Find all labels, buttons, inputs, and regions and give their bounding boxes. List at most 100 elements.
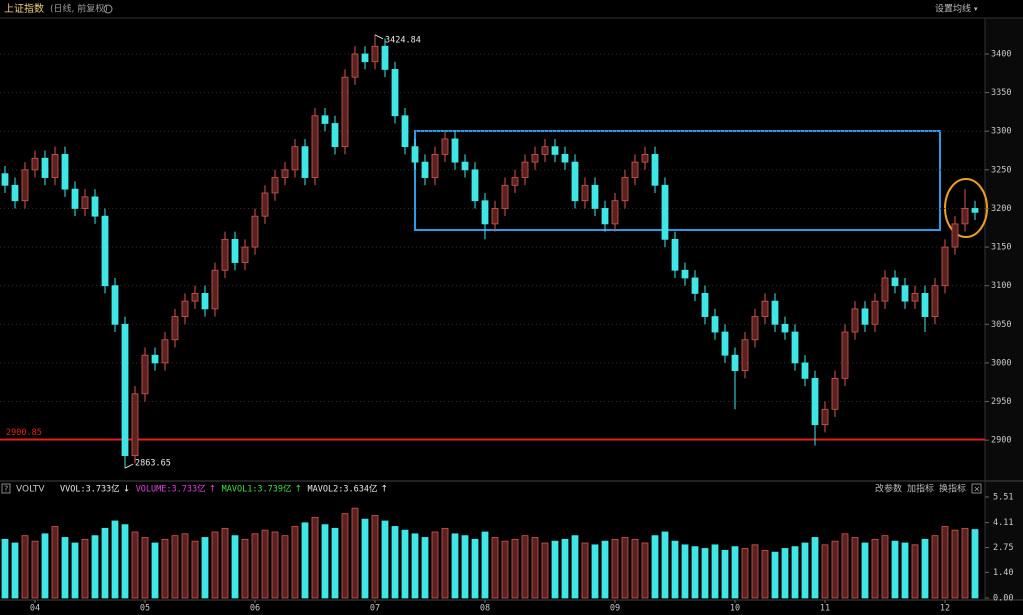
candle-body bbox=[21, 169, 29, 202]
volume-bar bbox=[891, 540, 899, 599]
candle-body bbox=[801, 362, 809, 379]
y-tick-label: 3000 bbox=[991, 358, 1011, 368]
x-tick-label: 07 bbox=[370, 604, 380, 614]
candle-body bbox=[361, 53, 369, 63]
candle-body bbox=[281, 169, 289, 178]
volume-bar bbox=[621, 537, 629, 599]
candle-body bbox=[91, 196, 99, 217]
volume-bar bbox=[21, 535, 29, 599]
volume-bar bbox=[341, 513, 349, 599]
x-tick-label: 06 bbox=[250, 604, 260, 614]
y-tick-label: 3300 bbox=[991, 127, 1011, 137]
candle-body bbox=[511, 177, 519, 186]
candle-body bbox=[961, 208, 969, 225]
candle-body bbox=[901, 285, 909, 302]
volume-bar bbox=[491, 537, 499, 599]
candle-body bbox=[871, 300, 879, 325]
volume-bar bbox=[401, 529, 409, 599]
volume-bar bbox=[151, 542, 159, 599]
chart-title: 上证指数 bbox=[4, 2, 44, 15]
x-tick-label: 09 bbox=[610, 604, 620, 614]
candle-body bbox=[261, 192, 269, 217]
candle-body bbox=[381, 45, 389, 70]
indicator-value: VVOL:3.733亿 bbox=[60, 484, 120, 495]
volume-bar bbox=[661, 531, 669, 599]
volume-bar bbox=[811, 537, 819, 599]
candle-body bbox=[221, 238, 229, 271]
volume-bar bbox=[781, 548, 789, 599]
volume-bar bbox=[571, 535, 579, 599]
y-tick-label: 3050 bbox=[991, 320, 1011, 330]
action[interactable]: 加指标 bbox=[907, 483, 934, 495]
y-tick-label: 3400 bbox=[991, 49, 1011, 59]
volume-bar bbox=[731, 546, 739, 599]
indicator-name: VOLTV bbox=[16, 485, 45, 495]
action[interactable]: 改参数 bbox=[875, 483, 902, 495]
candle-body bbox=[31, 157, 39, 171]
volume-bar bbox=[511, 538, 519, 599]
volume-bar bbox=[881, 535, 889, 599]
candle-body bbox=[301, 146, 309, 178]
ma-menu[interactable]: 设置均线 bbox=[935, 3, 971, 15]
volume-bar bbox=[351, 507, 359, 599]
candle-body bbox=[311, 115, 319, 178]
volume-bar bbox=[681, 544, 689, 599]
volume-bar bbox=[381, 520, 389, 599]
indicator-value: VOLUME:3.733亿 bbox=[136, 484, 206, 495]
volume-bar bbox=[51, 526, 59, 599]
volume-bar bbox=[131, 531, 139, 599]
candle-body bbox=[971, 208, 979, 213]
volume-bar bbox=[561, 538, 569, 599]
candle-body bbox=[631, 161, 639, 178]
candle-body bbox=[561, 153, 569, 163]
candle-body bbox=[591, 184, 599, 209]
volume-bar bbox=[541, 542, 549, 599]
candle-body bbox=[911, 293, 919, 302]
volume-bar bbox=[371, 515, 379, 599]
volume-bar bbox=[531, 537, 539, 599]
volume-bar bbox=[421, 537, 429, 599]
candle-body bbox=[931, 285, 939, 317]
volume-bar bbox=[111, 520, 119, 599]
volume-bar bbox=[631, 538, 639, 599]
candle-body bbox=[461, 161, 469, 171]
max-pointer bbox=[374, 34, 384, 40]
settings-icon[interactable] bbox=[103, 4, 113, 14]
volume-bar bbox=[671, 540, 679, 599]
volume-bar bbox=[81, 538, 89, 599]
candle-body bbox=[271, 177, 279, 194]
volume-bar bbox=[171, 535, 179, 599]
candle-body bbox=[41, 157, 49, 178]
candle-body bbox=[121, 323, 129, 457]
volume-bar bbox=[31, 540, 39, 599]
candle-body bbox=[181, 300, 189, 317]
candle-body bbox=[451, 138, 459, 163]
candle-body bbox=[401, 115, 409, 148]
y-tick-label: 3250 bbox=[991, 165, 1011, 175]
volume-bar bbox=[741, 548, 749, 599]
volume-bar bbox=[441, 527, 449, 599]
min-pointer bbox=[124, 463, 134, 469]
candle-body bbox=[731, 354, 739, 372]
x-tick-label: 10 bbox=[730, 604, 740, 614]
volume-bar bbox=[911, 544, 919, 599]
action[interactable]: 换指标 bbox=[939, 483, 966, 495]
volume-bar bbox=[771, 551, 779, 599]
volume-bar bbox=[711, 544, 719, 599]
candle-body bbox=[351, 53, 359, 78]
volume-bar bbox=[861, 542, 869, 599]
help-box[interactable] bbox=[1, 483, 11, 494]
candle-body bbox=[201, 293, 209, 310]
candle-body bbox=[881, 277, 889, 302]
trend-arrow: ↓ bbox=[123, 485, 131, 495]
close-box[interactable] bbox=[971, 483, 982, 494]
volume-bar bbox=[941, 526, 949, 599]
candle-body bbox=[321, 115, 329, 124]
volume-bar bbox=[161, 538, 169, 599]
candle-body bbox=[761, 300, 769, 317]
candle-body bbox=[171, 316, 179, 341]
reference-label: 2900.85 bbox=[6, 428, 42, 438]
y-tick-label: 2.75 bbox=[993, 543, 1013, 553]
candle-body bbox=[1, 173, 9, 186]
volume-bar bbox=[701, 548, 709, 599]
